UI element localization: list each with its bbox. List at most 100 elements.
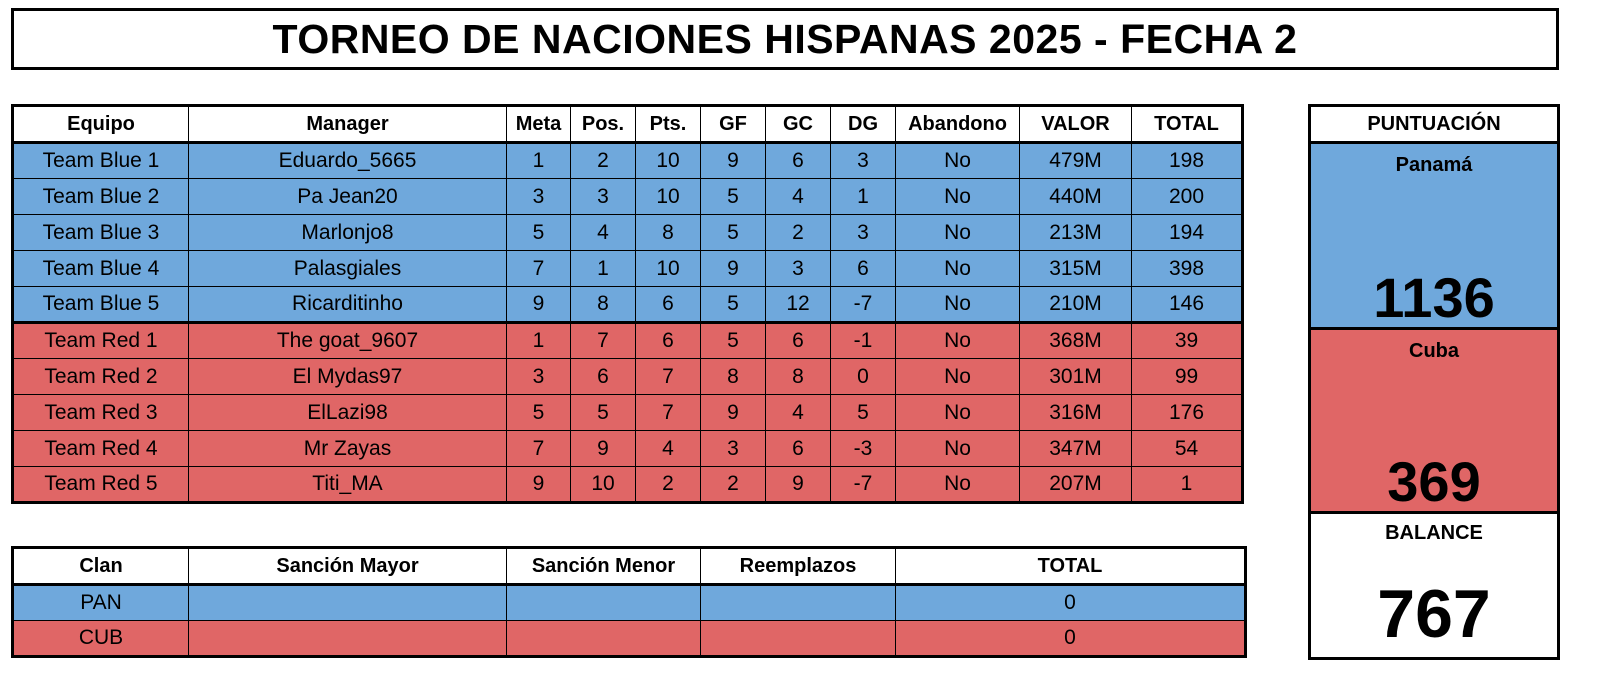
- team-b-score-block: Cuba 369: [1311, 330, 1557, 514]
- sancion-menor-cell: [506, 584, 701, 621]
- gf-cell: 9: [700, 142, 766, 179]
- table-row: Team Red 5 Titi_MA 9 10 2 2 9 -7 No 207M 1: [12, 466, 1243, 503]
- gc-cell: 8: [765, 358, 831, 395]
- dg-cell: 3: [830, 214, 896, 251]
- pts-cell: 4: [635, 430, 701, 467]
- dg-cell: 3: [830, 142, 896, 179]
- valor-cell: 315M: [1019, 250, 1132, 287]
- standings-table: Equipo Manager Meta Pos. Pts. GF GC DG A…: [11, 104, 1244, 504]
- team-cell: Team Red 1: [12, 322, 189, 359]
- score-panel: PUNTUACIÓN Panamá 1136 Cuba 369 BALANCE …: [1308, 104, 1560, 660]
- total-cell: 194: [1131, 214, 1243, 251]
- team-cell: Team Blue 4: [12, 250, 189, 287]
- table-row: Team Red 1 The goat_9607 1 7 6 5 6 -1 No 368M 39: [12, 322, 1243, 359]
- manager-cell: Eduardo_5665: [188, 142, 507, 179]
- pos-cell: 4: [570, 214, 636, 251]
- header-gc: GC: [765, 105, 831, 144]
- gc-cell: 6: [765, 322, 831, 359]
- team-cell: Team Red 2: [12, 358, 189, 395]
- gc-cell: 3: [765, 250, 831, 287]
- valor-cell: 440M: [1019, 178, 1132, 215]
- meta-cell: 9: [506, 466, 571, 503]
- balance-value: 767: [1377, 576, 1491, 652]
- pos-cell: 3: [570, 178, 636, 215]
- table-row: Team Red 2 El Mydas97 3 6 7 8 8 0 No 301M 99: [12, 358, 1243, 395]
- manager-cell: Titi_MA: [188, 466, 507, 503]
- header-pts: Pts.: [635, 105, 701, 144]
- valor-cell: 368M: [1019, 322, 1132, 359]
- header-clan: Clan: [12, 547, 189, 586]
- total-cell: 176: [1131, 394, 1243, 431]
- penalty-total-cell: 0: [895, 620, 1246, 657]
- header-dg: DG: [830, 105, 896, 144]
- sancion-mayor-cell: [188, 584, 507, 621]
- meta-cell: 7: [506, 430, 571, 467]
- abandono-cell: No: [895, 250, 1020, 287]
- dg-cell: -7: [830, 466, 896, 503]
- table-row: Team Red 3 ElLazi98 5 5 7 9 4 5 No 316M 176: [12, 394, 1243, 431]
- team-a-score: 1136: [1373, 266, 1495, 329]
- abandono-cell: No: [895, 322, 1020, 359]
- dg-cell: 1: [830, 178, 896, 215]
- meta-cell: 1: [506, 322, 571, 359]
- total-cell: 198: [1131, 142, 1243, 179]
- pts-cell: 6: [635, 322, 701, 359]
- dg-cell: 5: [830, 394, 896, 431]
- abandono-cell: No: [895, 358, 1020, 395]
- gf-cell: 8: [700, 358, 766, 395]
- team-a-score-block: Panamá 1136: [1311, 144, 1557, 330]
- gc-cell: 12: [765, 286, 831, 324]
- gc-cell: 4: [765, 394, 831, 431]
- table-row: CUB 0: [12, 620, 1246, 657]
- pos-cell: 8: [570, 286, 636, 324]
- gc-cell: 6: [765, 142, 831, 179]
- pts-cell: 7: [635, 358, 701, 395]
- abandono-cell: No: [895, 286, 1020, 324]
- team-b-score: 369: [1387, 450, 1481, 513]
- gf-cell: 5: [700, 178, 766, 215]
- pos-cell: 1: [570, 250, 636, 287]
- penalties-table: Clan Sanción Mayor Sanción Menor Reempla…: [11, 546, 1247, 658]
- table-row: Team Blue 4 Palasgiales 7 1 10 9 3 6 No 315M 398: [12, 250, 1243, 287]
- meta-cell: 3: [506, 358, 571, 395]
- valor-cell: 301M: [1019, 358, 1132, 395]
- total-cell: 398: [1131, 250, 1243, 287]
- header-gf: GF: [700, 105, 766, 144]
- dg-cell: -7: [830, 286, 896, 324]
- page-title: TORNEO DE NACIONES HISPANAS 2025 - FECHA…: [11, 8, 1559, 70]
- clan-cell: PAN: [12, 584, 189, 621]
- penalties-body: PAN 0 CUB 0: [12, 584, 1246, 657]
- header-valor: VALOR: [1019, 105, 1132, 144]
- pts-cell: 2: [635, 466, 701, 503]
- team-cell: Team Red 4: [12, 430, 189, 467]
- total-cell: 54: [1131, 430, 1243, 467]
- team-cell: Team Red 5: [12, 466, 189, 503]
- meta-cell: 5: [506, 214, 571, 251]
- pos-cell: 2: [570, 142, 636, 179]
- valor-cell: 210M: [1019, 286, 1132, 324]
- meta-cell: 7: [506, 250, 571, 287]
- score-header: PUNTUACIÓN: [1311, 107, 1557, 144]
- gc-cell: 2: [765, 214, 831, 251]
- header-pos: Pos.: [570, 105, 636, 144]
- manager-cell: Mr Zayas: [188, 430, 507, 467]
- gc-cell: 6: [765, 430, 831, 467]
- table-row: Team Blue 2 Pa Jean20 3 3 10 5 4 1 No 440M 200: [12, 178, 1243, 215]
- pts-cell: 10: [635, 142, 701, 179]
- manager-cell: Marlonjo8: [188, 214, 507, 251]
- penalty-total-cell: 0: [895, 584, 1246, 621]
- pts-cell: 6: [635, 286, 701, 324]
- reemplazos-cell: [700, 620, 896, 657]
- meta-cell: 3: [506, 178, 571, 215]
- abandono-cell: No: [895, 394, 1020, 431]
- gf-cell: 5: [700, 286, 766, 324]
- standings-body: Team Blue 1 Eduardo_5665 1 2 10 9 6 3 No 479M 198 T…: [12, 142, 1243, 503]
- valor-cell: 479M: [1019, 142, 1132, 179]
- manager-cell: The goat_9607: [188, 322, 507, 359]
- valor-cell: 347M: [1019, 430, 1132, 467]
- gf-cell: 9: [700, 394, 766, 431]
- manager-cell: Ricarditinho: [188, 286, 507, 324]
- standings-header-row: Equipo Manager Meta Pos. Pts. GF GC DG A…: [12, 105, 1243, 144]
- pts-cell: 8: [635, 214, 701, 251]
- valor-cell: 316M: [1019, 394, 1132, 431]
